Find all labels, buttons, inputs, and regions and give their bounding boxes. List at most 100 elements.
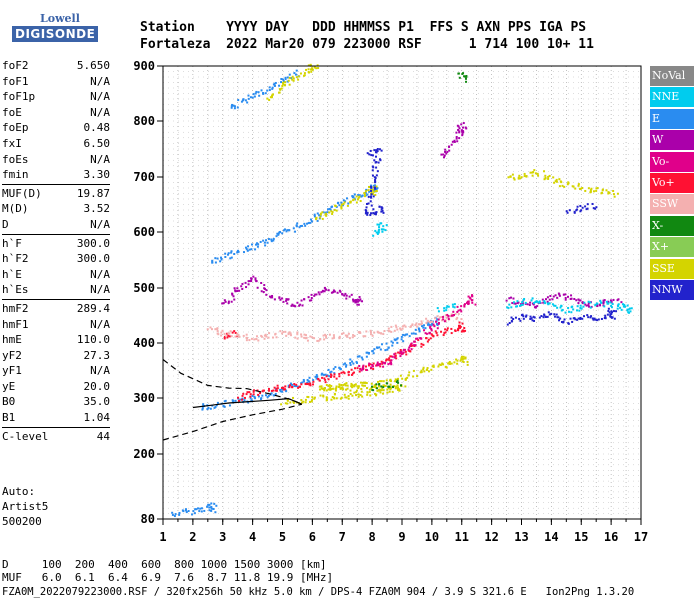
echo-point — [355, 389, 358, 392]
echo-point — [361, 384, 364, 387]
echo-point — [355, 360, 358, 363]
echo-point — [207, 406, 210, 409]
echo-point — [273, 298, 276, 301]
echo-point — [436, 307, 439, 310]
y-tick-label: 400 — [133, 336, 155, 350]
echo-point — [552, 176, 555, 179]
y-tick-label: 200 — [133, 447, 155, 461]
echo-point — [283, 80, 286, 83]
echo-point — [281, 390, 284, 393]
echo-point — [320, 291, 323, 294]
echo-point — [230, 250, 233, 253]
echo-point — [421, 325, 424, 328]
echo-point — [395, 385, 398, 388]
echo-point — [247, 245, 250, 248]
echo-point — [394, 355, 397, 358]
echo-point — [382, 228, 385, 231]
echo-point — [233, 330, 236, 333]
echo-point — [448, 149, 451, 152]
echo-point — [352, 195, 355, 198]
echo-point — [364, 190, 367, 193]
echo-point — [378, 383, 381, 386]
echo-point — [594, 303, 597, 306]
echo-point — [406, 376, 409, 379]
echo-point — [464, 329, 467, 332]
echo-point — [325, 397, 328, 400]
echo-point — [374, 187, 377, 190]
param-value: N/A — [90, 90, 110, 104]
echo-point — [415, 325, 418, 328]
echo-point — [457, 72, 460, 75]
echo-point — [380, 149, 383, 152]
echo-point — [442, 315, 445, 318]
echo-point — [542, 316, 545, 319]
echo-point — [595, 189, 598, 192]
echo-point — [224, 252, 227, 255]
echo-point — [340, 383, 343, 386]
echo-point — [311, 396, 314, 399]
echo-point — [298, 304, 301, 307]
echo-point — [610, 312, 613, 315]
echo-point — [291, 386, 294, 389]
echo-point — [383, 362, 386, 365]
echo-point — [466, 300, 469, 303]
echo-point — [589, 301, 592, 304]
echo-point — [453, 306, 456, 309]
echo-point — [282, 388, 285, 391]
echo-point — [556, 296, 559, 299]
echo-point — [351, 336, 354, 339]
echo-point — [517, 176, 520, 179]
echo-point — [416, 375, 419, 378]
echo-point — [385, 358, 388, 361]
echo-point — [230, 300, 233, 303]
echo-point — [338, 336, 341, 339]
echo-point — [203, 509, 206, 512]
echo-point — [284, 78, 287, 81]
echo-point — [295, 385, 298, 388]
echo-point — [543, 313, 546, 316]
echo-point — [336, 291, 339, 294]
echo-point — [430, 323, 433, 326]
echo-point — [307, 222, 310, 225]
echo-point — [215, 404, 218, 407]
lowell-digisonde-logo: Lowell DIGISONDE — [6, 8, 99, 48]
echo-point — [560, 309, 563, 312]
echo-point — [373, 212, 376, 215]
echo-point — [555, 313, 558, 316]
echo-point — [415, 322, 418, 325]
param-value: 289.4 — [76, 301, 110, 315]
echo-point — [274, 392, 277, 395]
echo-point — [455, 131, 458, 134]
echo-point — [252, 393, 255, 396]
echo-point — [329, 388, 332, 391]
echo-point — [285, 298, 288, 301]
echo-point — [367, 195, 370, 198]
echo-point — [448, 360, 451, 363]
param-value: N/A — [90, 105, 110, 119]
echo-point — [612, 193, 615, 196]
echo-point — [270, 389, 273, 392]
param-value: 3.30 — [83, 168, 111, 182]
echo-point — [587, 300, 590, 303]
echo-point — [530, 299, 533, 302]
echo-point — [260, 281, 263, 284]
param-row: foF1p N/A — [2, 89, 110, 105]
echo-point — [594, 318, 597, 321]
echo-point — [318, 214, 321, 217]
echo-point — [386, 388, 389, 391]
echo-point — [458, 127, 461, 130]
echo-point — [300, 333, 303, 336]
echo-point — [247, 280, 250, 283]
echo-point — [576, 208, 579, 211]
x-tick-label: 7 — [339, 530, 346, 544]
echo-point — [184, 508, 187, 511]
echo-point — [270, 96, 273, 99]
echo-point — [512, 297, 515, 300]
echo-point — [413, 344, 416, 347]
legend-item: Vo- — [650, 151, 694, 172]
echo-point — [282, 330, 285, 333]
echo-point — [458, 321, 461, 324]
x-tick-label: 16 — [604, 530, 618, 544]
echo-point — [230, 106, 233, 109]
echo-point — [596, 303, 599, 306]
